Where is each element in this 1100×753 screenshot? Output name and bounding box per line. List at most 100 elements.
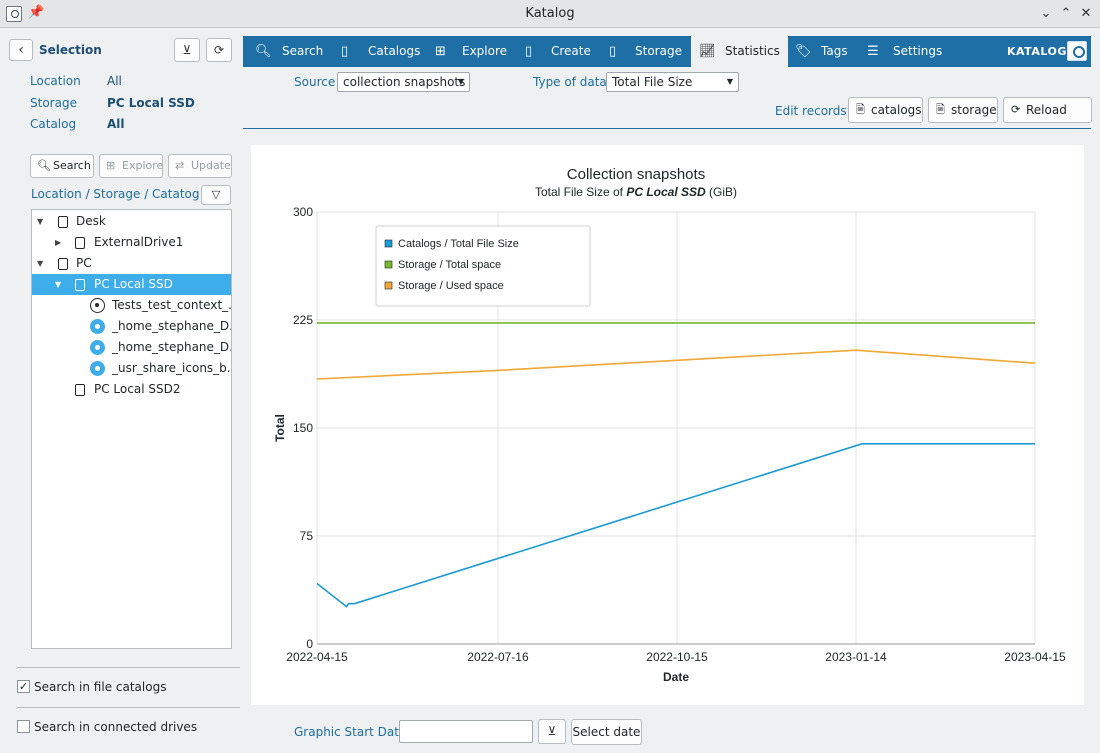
search-button[interactable]: 🔍︎ Search: [30, 154, 94, 178]
window-title: Katalog: [525, 6, 575, 21]
tree-item-label: ExternalDrive1: [94, 235, 184, 249]
chart-subtitle-prefix: Total File Size of: [535, 185, 626, 199]
type-of-data-select[interactable]: Total File Size ▼: [606, 72, 739, 92]
chart-card: Collection snapshots Total File Size of …: [251, 145, 1084, 705]
x-tick-label: 2022-04-15: [286, 650, 348, 664]
series-line: [316, 349, 1036, 380]
catalog-label: Catalog: [30, 117, 77, 131]
x-tick-label: 2023-04-15: [1004, 650, 1066, 664]
create-icon: ▯: [525, 44, 533, 59]
edit-catalogs-label: catalogs: [871, 103, 922, 117]
tree-item-pc[interactable]: ▼ PC: [32, 253, 231, 274]
settings-icon: ☰: [867, 44, 879, 59]
type-of-data-select-value: Total File Size: [612, 75, 693, 89]
x-axis-label: Date: [663, 670, 689, 684]
collapse-icon[interactable]: ▼: [37, 217, 44, 226]
selection-title: Selection: [39, 43, 102, 57]
tree-item-label: PC Local SSD2: [94, 382, 181, 396]
storage-label: Storage: [30, 96, 77, 110]
tree-item-externaldrive1[interactable]: ▶ ExternalDrive1: [32, 232, 231, 253]
reset-selection-button[interactable]: ⊻: [174, 38, 200, 62]
explore-button[interactable]: ⊞ Explore: [99, 154, 163, 178]
legend-entry: Catalogs / Total File Size: [398, 238, 519, 250]
tree-item-label: _home_stephane_D...: [112, 340, 231, 354]
y-tick-label: 225: [293, 313, 313, 327]
edit-catalogs-button[interactable]: 🗎 catalogs: [848, 97, 923, 123]
statistics-chart: Collection snapshots Total File Size of …: [273, 166, 1066, 684]
legend-entry: Storage / Used space: [398, 280, 504, 292]
tree-item-label: Tests_test_context_...: [112, 298, 231, 312]
collapse-icon[interactable]: ▼: [37, 259, 44, 268]
edit-storage-button[interactable]: 🗎 storage: [928, 97, 998, 123]
tree-item-catalog[interactable]: Tests_test_context_...: [32, 295, 231, 316]
tab-storage[interactable]: ▯ Storage: [609, 36, 687, 67]
dropdown-arrow-icon: ▼: [726, 77, 733, 86]
minimize-icon[interactable]: ⌄: [1040, 6, 1052, 21]
reload-button[interactable]: ⟳ Reload: [1003, 97, 1092, 123]
tab-tags[interactable]: 🏷︎ Tags: [795, 36, 861, 67]
y-axis-label: Total: [273, 414, 287, 442]
update-button[interactable]: ⇄ Update: [168, 154, 232, 178]
tab-label: Search: [282, 44, 324, 58]
clear-filter-icon: ⊻: [547, 724, 557, 738]
brand-icon: [1067, 41, 1087, 61]
y-tick-label: 0: [306, 637, 313, 651]
search-button-label: Search: [53, 159, 91, 172]
y-tick-label: 300: [293, 205, 313, 219]
storage-device-icon: [75, 237, 85, 249]
search-icon: 🔍︎: [37, 159, 51, 172]
tree-item-catalog[interactable]: _home_stephane_D...: [32, 337, 231, 358]
expand-icon[interactable]: ▶: [55, 238, 62, 247]
clear-date-button[interactable]: ⊻: [538, 719, 566, 744]
start-date-input[interactable]: [399, 720, 533, 743]
tab-explore[interactable]: ⊞ Explore: [435, 36, 515, 67]
tree-item-pc-local-ssd2[interactable]: PC Local SSD2: [32, 379, 231, 400]
legend-swatch: [384, 239, 393, 248]
tree-item-catalog[interactable]: _usr_share_icons_b...: [32, 358, 231, 379]
tree-item-desk[interactable]: ▼ Desk: [32, 211, 231, 232]
collapse-icon[interactable]: ▼: [55, 280, 62, 289]
tree-item-pc-local-ssd[interactable]: ▼ PC Local SSD: [32, 274, 231, 295]
x-tick-label: 2022-10-15: [646, 650, 708, 664]
brand-logo: KATALOG: [1007, 45, 1067, 58]
tab-catalogs[interactable]: ▯ Catalogs: [341, 36, 425, 67]
refresh-selection-button[interactable]: ⟳: [206, 38, 232, 62]
select-date-button[interactable]: Select date: [571, 719, 642, 745]
tab-label: Catalogs: [368, 44, 421, 58]
close-icon[interactable]: ✕: [1080, 6, 1092, 21]
tab-search[interactable]: 🔍︎ Search: [255, 36, 337, 67]
location-label: Location: [30, 74, 81, 88]
location-tree[interactable]: ▼ Desk ▶ ExternalDrive1 ▼ PC ▼ PC Local …: [31, 209, 232, 649]
chart-icon: 📈︎: [699, 44, 716, 59]
search-catalogs-label: Search in file catalogs: [34, 680, 167, 694]
tree-item-label: Desk: [76, 214, 106, 228]
tree-header: Location / Storage / Catatog: [31, 187, 200, 201]
tree-item-label: _home_stephane_D...: [112, 319, 231, 333]
pin-icon[interactable]: 📌: [28, 5, 45, 20]
storage-value: PC Local SSD: [107, 96, 195, 110]
search-catalogs-checkbox[interactable]: ✓: [17, 680, 30, 693]
left-panel: ‹ Selection ⊻ ⟳ Location All Storage PC …: [0, 28, 242, 753]
app-icon: [6, 6, 22, 22]
tree-options-button[interactable]: ▽: [201, 185, 231, 205]
tab-label: Create: [551, 44, 591, 58]
search-drives-checkbox[interactable]: [17, 720, 30, 733]
maximize-icon[interactable]: ⌃: [1060, 6, 1072, 21]
tab-label: Statistics: [725, 44, 780, 58]
source-label: Source: [294, 75, 336, 89]
x-tick-label: 2022-07-16: [467, 650, 529, 664]
tab-create[interactable]: ▯ Create: [525, 36, 599, 67]
tree-item-catalog[interactable]: _home_stephane_D...: [32, 316, 231, 337]
divider: [243, 128, 1091, 129]
series-line: [316, 442, 1035, 608]
refresh-icon: ⟳: [213, 43, 225, 57]
back-button[interactable]: ‹: [9, 39, 33, 61]
main-tab-bar: 🔍︎ Search ▯ Catalogs ⊞ Explore ▯ Create ▯ Sto…: [243, 36, 1091, 67]
source-select[interactable]: collection snapshots ▼: [337, 72, 470, 92]
update-icon: ⇄: [175, 159, 185, 172]
explore-icon: ⊞: [435, 44, 446, 59]
tab-settings[interactable]: ☰ Settings: [867, 36, 947, 67]
explore-icon: ⊞: [106, 159, 116, 172]
device-icon: [58, 216, 68, 228]
tab-statistics[interactable]: 📈︎ Statistics: [691, 36, 788, 67]
